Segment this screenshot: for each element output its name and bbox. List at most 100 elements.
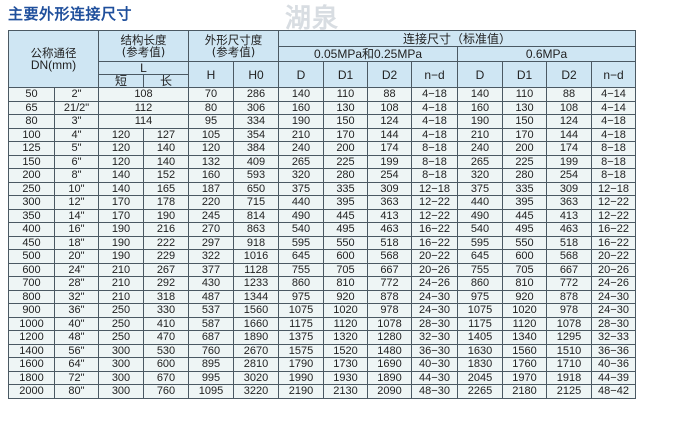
cell-l-long: 330 xyxy=(143,303,189,318)
cell-l-long: 216 xyxy=(143,222,189,237)
cell-d: 240 xyxy=(278,141,324,156)
cell-h0: 593 xyxy=(233,168,279,183)
cell-d-high: 540 xyxy=(457,222,503,237)
cell-nd-high: 4−14 xyxy=(590,100,637,115)
cell-d2-high: 568 xyxy=(546,249,592,264)
cell-d1-high: 1120 xyxy=(502,316,547,331)
cell-dn: 350 xyxy=(8,208,55,223)
cell-h0: 814 xyxy=(233,208,279,223)
cell-dn: 65 xyxy=(8,100,55,115)
cell-dn: 600 xyxy=(8,262,55,277)
header-H: H xyxy=(188,61,234,88)
cell-h: 297 xyxy=(188,235,234,250)
cell-d: 140 xyxy=(278,87,324,102)
cell-dn: 1600 xyxy=(8,357,55,372)
cell-nd: 8−18 xyxy=(411,154,458,169)
cell-dn: 900 xyxy=(8,303,55,318)
cell-dn: 1000 xyxy=(8,316,55,331)
cell-h0: 715 xyxy=(233,195,279,210)
header-outline-ref: (参考值) xyxy=(211,45,256,59)
cell-d: 265 xyxy=(278,154,324,169)
table-row: 65 21/2" 112 80 306 160 130 108 4−18 160 130 108 4−1… xyxy=(8,100,637,115)
cell-l-short: 114 xyxy=(98,114,189,129)
cell-nd: 32−30 xyxy=(411,330,458,345)
cell-d1: 1120 xyxy=(323,316,368,331)
cell-d: 440 xyxy=(278,195,324,210)
cell-d2-high: 1510 xyxy=(546,343,592,358)
cell-d-high: 860 xyxy=(457,276,503,291)
cell-d1-high: 395 xyxy=(502,195,547,210)
cell-l-long: 267 xyxy=(143,262,189,277)
cell-d2: 124 xyxy=(367,114,412,129)
cell-d1: 335 xyxy=(323,181,368,196)
cell-h: 220 xyxy=(188,195,234,210)
cell-d: 160 xyxy=(278,100,324,115)
cell-h: 105 xyxy=(188,127,234,142)
cell-d2-high: 199 xyxy=(546,154,592,169)
cell-d2: 144 xyxy=(367,127,412,142)
header-pressure-low: 0.05MPa和0.25MPa xyxy=(278,46,458,62)
cell-h0: 306 xyxy=(233,100,279,115)
cell-h0: 409 xyxy=(233,154,279,169)
cell-h: 245 xyxy=(188,208,234,223)
cell-inch: 72" xyxy=(54,370,99,385)
cell-nd-high: 20−22 xyxy=(590,249,637,264)
table-row: 1800 72" 300 670 995 3020 1990 1930 1890 44−30 204… xyxy=(8,370,637,385)
table-row: 350 14" 170 190 245 814 490 445 413 12−22 490 445 41… xyxy=(8,208,637,223)
header-connection: 连接尺寸（标准值） xyxy=(277,30,637,47)
cell-l-long: 190 xyxy=(143,208,189,223)
cell-nd: 12−22 xyxy=(411,195,458,210)
cell-d2-high: 2125 xyxy=(546,384,592,399)
cell-d: 860 xyxy=(278,276,324,291)
cell-l-short: 108 xyxy=(98,87,189,102)
cell-d2: 1480 xyxy=(367,343,412,358)
cell-d: 540 xyxy=(278,222,324,237)
cell-inch: 28" xyxy=(54,276,99,291)
cell-h: 70 xyxy=(188,87,234,102)
cell-d-high: 240 xyxy=(457,141,503,156)
cell-l-long: 470 xyxy=(143,330,189,345)
cell-d2-high: 144 xyxy=(546,127,592,142)
cell-h: 995 xyxy=(188,370,234,385)
cell-l-long: 318 xyxy=(143,289,189,304)
cell-inch: 40" xyxy=(54,316,99,331)
cell-d2-high: 309 xyxy=(546,181,592,196)
cell-nd: 48−30 xyxy=(411,384,458,399)
cell-l-long: 140 xyxy=(143,141,189,156)
cell-nd-high: 8−18 xyxy=(590,168,637,183)
cell-h: 895 xyxy=(188,357,234,372)
cell-l-short: 112 xyxy=(98,100,189,115)
cell-nd-high: 48−42 xyxy=(590,384,637,399)
cell-d: 1075 xyxy=(278,303,324,318)
cell-inch: 48" xyxy=(54,330,99,345)
cell-d2: 363 xyxy=(367,195,412,210)
cell-nd-high: 4−18 xyxy=(590,114,637,129)
cell-nd: 4−18 xyxy=(411,114,458,129)
cell-dn: 250 xyxy=(8,181,55,196)
cell-l-short: 190 xyxy=(98,222,144,237)
cell-h: 80 xyxy=(188,100,234,115)
cell-d: 210 xyxy=(278,127,324,142)
cell-h0: 3020 xyxy=(233,370,279,385)
cell-nd: 8−18 xyxy=(411,168,458,183)
cell-d2: 667 xyxy=(367,262,412,277)
cell-h: 487 xyxy=(188,289,234,304)
cell-d1-high: 810 xyxy=(502,276,547,291)
cell-h0: 1233 xyxy=(233,276,279,291)
cell-nd: 24−30 xyxy=(411,303,458,318)
cell-l-short: 210 xyxy=(98,289,144,304)
cell-h0: 3220 xyxy=(233,384,279,399)
table-row: 400 16" 190 216 270 863 540 495 463 16−22 540 495 46… xyxy=(8,222,637,237)
cell-d1-high: 920 xyxy=(502,289,547,304)
cell-d-high: 1830 xyxy=(457,357,503,372)
cell-h0: 1660 xyxy=(233,316,279,331)
table-row: 50 2" 108 70 286 140 110 88 4−18 140 110 88 4−14 xyxy=(8,87,637,102)
cell-d1-high: 130 xyxy=(502,100,547,115)
cell-nd: 36−30 xyxy=(411,343,458,358)
cell-h0: 918 xyxy=(233,235,279,250)
cell-nd: 12−22 xyxy=(411,208,458,223)
cell-d2-high: 1295 xyxy=(546,330,592,345)
cell-h0: 1560 xyxy=(233,303,279,318)
cell-l-short: 210 xyxy=(98,276,144,291)
cell-d1: 395 xyxy=(323,195,368,210)
